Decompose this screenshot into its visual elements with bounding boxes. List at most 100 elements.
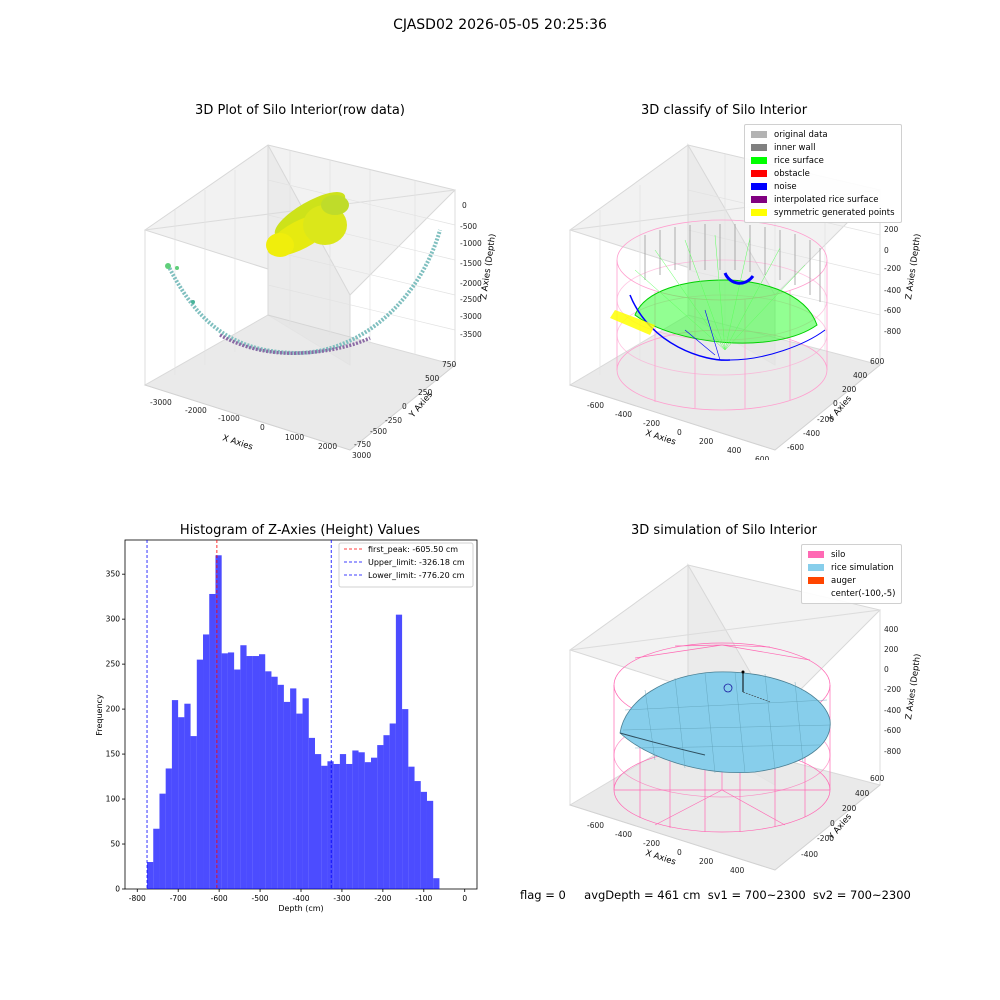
histogram-bar	[240, 645, 247, 889]
histogram-bar	[383, 735, 390, 889]
simulation-legend-label: center(-100,-5)	[831, 588, 896, 599]
classify-noise	[629, 272, 826, 361]
classify-z-tick: -200	[884, 264, 901, 273]
raw-arc-points	[166, 229, 442, 356]
raw-z-tick: 0	[462, 201, 467, 210]
classify-x-label: X Axies	[644, 428, 677, 447]
simulation-z-tick: -800	[884, 747, 901, 756]
histogram-bar	[209, 593, 216, 889]
histogram-legend-label: Upper_limit: -326.18 cm	[368, 558, 465, 567]
simulation-x-tick: 200	[699, 857, 714, 866]
raw-y-tick: 0	[402, 402, 407, 411]
histogram-title: Histogram of Z-Axies (Height) Values	[179, 523, 421, 538]
histogram-bar	[314, 754, 322, 889]
raw-x-tick: -3000	[150, 398, 172, 407]
histogram-bar	[259, 654, 266, 889]
classify-x-tick: 600	[755, 455, 770, 460]
classify-symmetric-points	[610, 310, 655, 335]
raw-point	[175, 266, 179, 270]
raw-x-tick: -2000	[185, 406, 207, 415]
histogram-x-tick: -600	[211, 894, 228, 903]
raw-point	[191, 300, 195, 304]
histogram-x-tick: -800	[129, 894, 146, 903]
classify-legend-swatch	[751, 157, 767, 164]
simulation-y-tick: -200	[817, 834, 834, 843]
simulation-z-tick: -200	[884, 685, 901, 694]
classify-legend-label: interpolated rice surface	[774, 194, 879, 205]
simulation-legend-item: rice simulation	[808, 561, 895, 574]
histogram-bar	[215, 555, 222, 889]
classify-legend-swatch	[751, 196, 767, 203]
histogram-bar	[302, 698, 309, 889]
simulation-legend-item: silo	[808, 548, 895, 561]
histogram-bar	[321, 765, 328, 889]
classify-legend: original data inner wall rice surface obsta…	[744, 124, 902, 223]
classify-legend-label: original data	[774, 129, 828, 140]
classify-z-tick: 0	[884, 246, 889, 255]
raw-y-tick: 500	[425, 374, 440, 383]
histogram-bar	[426, 800, 434, 889]
histogram-y-tick: 200	[106, 705, 121, 714]
histogram-bar	[252, 656, 260, 889]
classify-y-tick: -400	[803, 429, 820, 438]
classify-legend-swatch	[751, 183, 767, 190]
avg-depth-value: avgDepth = 461 cm	[584, 888, 701, 902]
histogram-y-tick: 300	[106, 615, 121, 624]
histogram-bar	[271, 676, 278, 889]
histogram-bar	[389, 723, 396, 889]
classify-legend-label: inner wall	[774, 142, 816, 153]
histogram-bar	[364, 762, 371, 889]
simulation-z-tick: -600	[884, 726, 901, 735]
simulation-legend-swatch	[808, 551, 824, 558]
classify-legend-item: interpolated rice surface	[751, 193, 895, 206]
raw-z-tick: -2500	[460, 295, 482, 304]
flag-value: flag = 0	[520, 888, 566, 902]
histogram-x-tick: -500	[252, 894, 269, 903]
histogram-bar	[221, 653, 228, 889]
simulation-legend-swatch	[808, 577, 824, 584]
raw-y-tick: -500	[370, 427, 387, 436]
raw-y-tick: 750	[442, 360, 457, 369]
raw-gridlines	[174, 150, 456, 375]
simulation-panel-title: 3D simulation of Silo Interior	[631, 523, 817, 538]
histogram-bar	[190, 736, 197, 889]
simulation-legend-label: auger	[831, 575, 856, 586]
classify-z-tick: -400	[884, 286, 901, 295]
histogram-bar	[377, 745, 384, 889]
raw-z-tick: -3500	[460, 330, 482, 339]
histogram-bars	[147, 555, 440, 889]
classify-legend-label: obstacle	[774, 168, 810, 179]
histogram-bar	[370, 757, 378, 889]
histogram-bar	[203, 634, 210, 889]
simulation-legend-item: auger	[808, 574, 895, 587]
classify-legend-swatch	[751, 131, 767, 138]
histogram-bar	[290, 688, 297, 889]
histogram-bar	[277, 684, 284, 889]
classify-x-tick: 400	[727, 446, 742, 455]
classify-legend-item: symmetric generated points	[751, 206, 895, 219]
raw-point	[165, 263, 171, 269]
simulation-surface-mesh	[622, 671, 832, 774]
raw-z-tick: -500	[460, 222, 477, 231]
histogram-x-tick: -400	[292, 894, 309, 903]
status-line: flag = 0 avgDepth = 461 cm sv1 = 700~230…	[520, 888, 911, 902]
simulation-y-tick: -400	[801, 850, 818, 859]
simulation-x-tick: -600	[587, 821, 604, 830]
histogram-y-label: Frequency	[95, 694, 104, 736]
simulation-y-tick: 600	[870, 774, 885, 783]
histogram-bar	[234, 669, 241, 889]
classify-rice-surface	[634, 279, 818, 344]
simulation-legend-swatch	[808, 564, 824, 571]
raw-z-tick: -2000	[460, 279, 482, 288]
histogram-legend-label: Lower_limit: -776.20 cm	[368, 571, 465, 580]
raw-z-label: Z Axies (Depth)	[479, 233, 498, 300]
raw-x-tick: 2000	[318, 442, 337, 451]
classify-legend-label: noise	[774, 181, 797, 192]
simulation-x-tick: -400	[615, 830, 632, 839]
histogram-bar	[265, 671, 272, 889]
classify-x-tick: 0	[677, 428, 682, 437]
histogram-bar	[346, 763, 353, 889]
histogram-y-tick: 0	[115, 885, 120, 894]
raw-z-tick: -3000	[460, 312, 482, 321]
histogram-bar	[408, 766, 415, 889]
